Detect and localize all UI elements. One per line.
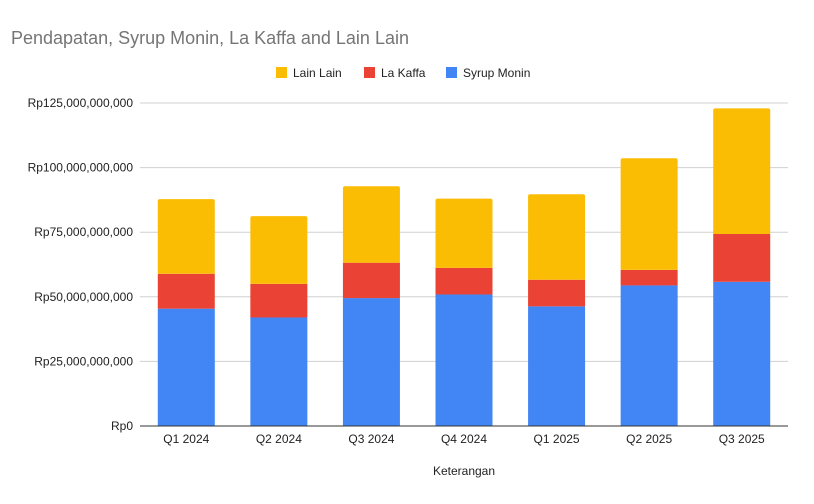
bar-lain-lain[interactable] [713, 108, 771, 235]
legend: Lain Lain La Kaffa Syrup Monin [276, 66, 530, 80]
bar-lain-lain[interactable] [342, 186, 400, 263]
x-tick-label: Q1 2025 [534, 432, 580, 446]
x-tick-label: Q3 2025 [719, 432, 765, 446]
legend-swatch [446, 67, 457, 78]
bar-la-kaffa[interactable] [342, 262, 400, 299]
bar-syrup-monin[interactable] [528, 306, 586, 426]
x-tick-label: Q3 2024 [348, 432, 394, 446]
y-tick-label: Rp125,000,000,000 [28, 96, 134, 110]
bar-la-kaffa[interactable] [528, 279, 586, 307]
bar-syrup-monin[interactable] [250, 317, 308, 426]
bar-lain-lain[interactable] [528, 194, 586, 280]
x-tick-label: Q4 2024 [441, 432, 487, 446]
x-axis-ticks: Q1 2024 Q2 2024 Q3 2024 Q4 2024 Q1 2025 Q2 20… [163, 432, 765, 446]
legend-swatch [276, 67, 287, 78]
y-tick-label: Rp100,000,000,000 [28, 161, 134, 175]
chart-title: Pendapatan, Syrup Monin, La Kaffa and La… [11, 28, 409, 48]
y-tick-label: Rp0 [111, 419, 133, 433]
bar-syrup-monin[interactable] [620, 285, 678, 426]
bar-syrup-monin[interactable] [435, 294, 493, 426]
y-tick-label: Rp75,000,000,000 [34, 225, 133, 239]
y-tick-label: Rp50,000,000,000 [34, 290, 133, 304]
bars [157, 108, 771, 426]
y-tick-label: Rp25,000,000,000 [34, 354, 133, 368]
legend-label: Syrup Monin [463, 66, 530, 80]
legend-item[interactable]: La Kaffa [364, 66, 426, 80]
bar-lain-lain[interactable] [620, 158, 678, 270]
bar-la-kaffa[interactable] [157, 273, 215, 309]
bar-lain-lain[interactable] [157, 199, 215, 274]
legend-label: Lain Lain [293, 66, 342, 80]
x-tick-label: Q2 2024 [256, 432, 302, 446]
bar-la-kaffa[interactable] [620, 269, 678, 286]
legend-swatch [364, 67, 375, 78]
bar-syrup-monin[interactable] [342, 298, 400, 426]
bar-lain-lain[interactable] [435, 198, 493, 268]
bar-la-kaffa[interactable] [435, 267, 493, 295]
bar-lain-lain[interactable] [250, 216, 308, 284]
bar-la-kaffa[interactable] [250, 283, 308, 318]
legend-item[interactable]: Lain Lain [276, 66, 342, 80]
bar-syrup-monin[interactable] [157, 308, 215, 426]
x-axis-label: Keterangan [433, 464, 495, 478]
bar-la-kaffa[interactable] [713, 234, 771, 282]
y-axis-ticks: Rp0 Rp25,000,000,000 Rp50,000,000,000 Rp75,… [28, 96, 134, 433]
legend-label: La Kaffa [381, 66, 426, 80]
x-tick-label: Q1 2024 [163, 432, 209, 446]
legend-item[interactable]: Syrup Monin [446, 66, 530, 80]
x-tick-label: Q2 2025 [626, 432, 672, 446]
bar-syrup-monin[interactable] [713, 281, 771, 426]
